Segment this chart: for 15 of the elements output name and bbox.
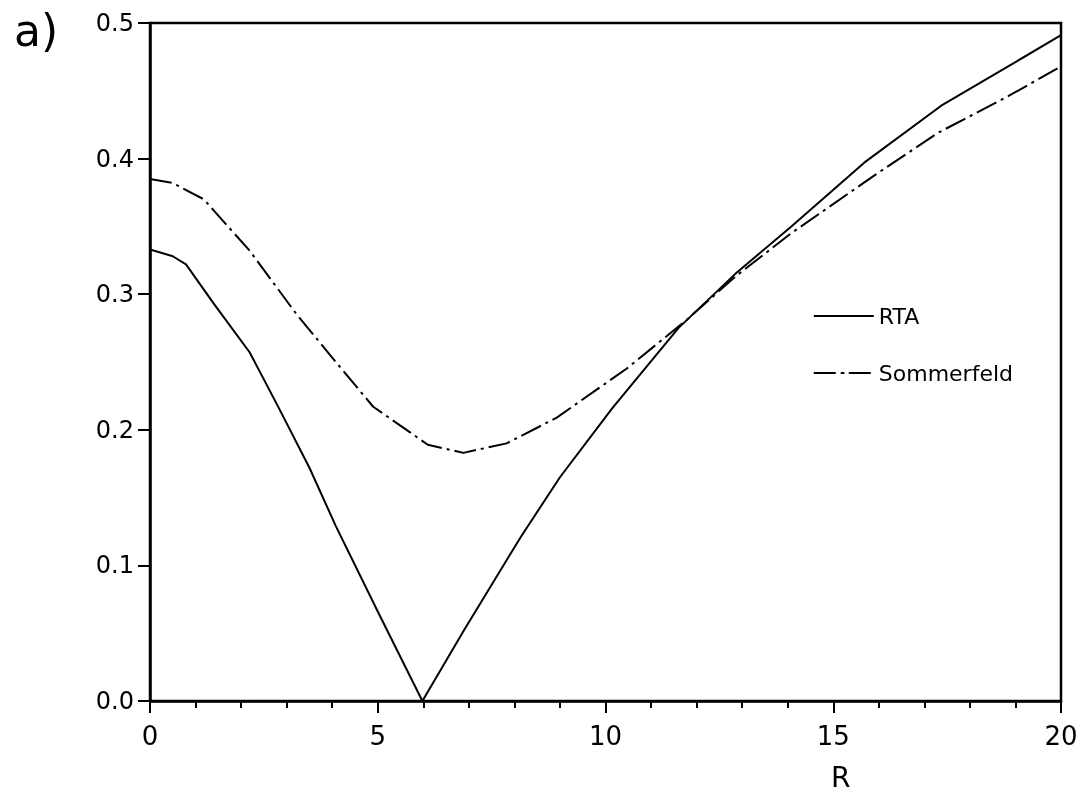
legend-label: Sommerfeld: [878, 360, 1014, 386]
x-axis-title: R: [831, 760, 851, 791]
y-tick-label: 0.1: [95, 551, 134, 580]
y-tick-label: 0.0: [95, 687, 134, 715]
y-tick-label: 0.2: [95, 415, 134, 444]
y-tick-label: 0.5: [95, 9, 134, 37]
y-tick-label: 0.4: [95, 144, 134, 173]
legend-label: RTA: [878, 303, 920, 329]
x-tick-label: 15: [816, 721, 850, 751]
x-tick-label: 10: [588, 721, 623, 751]
x-tick-label: 5: [369, 721, 387, 751]
y-tick-label: 0.3: [95, 280, 134, 309]
x-tick-label: 0: [141, 721, 159, 751]
text: a): [14, 4, 59, 56]
x-tick-label: 20: [1044, 721, 1078, 751]
